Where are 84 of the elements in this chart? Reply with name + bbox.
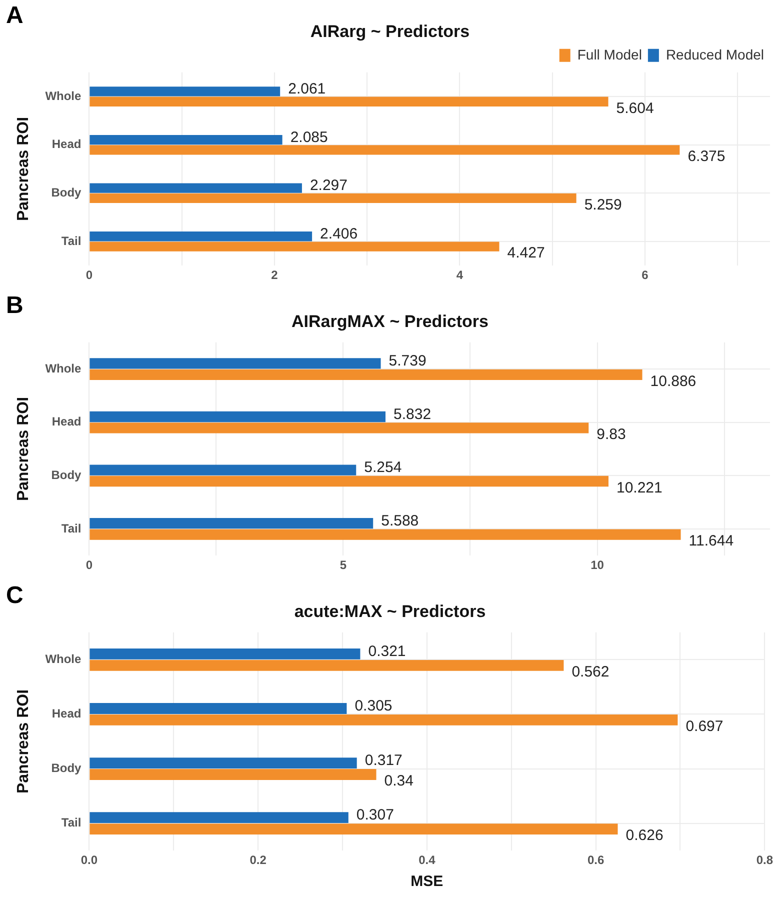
data-label: 4.427 [507,244,545,262]
bar [90,358,381,369]
data-label: 5.832 [393,406,432,423]
data-label: 9.83 [596,426,626,444]
bar [90,703,347,714]
bar [90,758,357,768]
y-tick-label: Whole [45,652,82,666]
bar [90,96,608,106]
y-tick-label: Head [52,137,82,152]
data-label: 10.221 [616,479,662,496]
data-label: 5.739 [388,352,426,370]
data-label: 6.375 [688,148,726,166]
x-tick-label: 2 [271,268,278,282]
data-label: 0.562 [572,664,610,681]
x-tick-label: 0 [86,558,93,572]
x-tick-label: 5 [340,558,347,572]
bar [90,411,386,422]
bar [90,464,356,476]
bar [90,193,576,204]
bar [90,242,500,252]
data-label: 0.34 [384,772,414,790]
x-tick-label: 0.4 [418,853,436,868]
data-label: 11.644 [688,532,734,550]
y-axis-title: Pancreas ROI [15,689,32,794]
x-tick-label: 0 [86,268,93,282]
bar [90,660,564,671]
data-label: 0.697 [686,718,724,736]
bar [90,476,608,487]
bar [90,769,376,780]
x-tick-label: 4 [456,268,464,282]
y-tick-label: Body [51,468,82,482]
bar [90,369,642,380]
data-label: 2.297 [310,177,348,194]
chart-title: acute:MAX ~ Predictors [294,602,486,621]
data-label: 2.085 [290,128,328,146]
x-tick-label: 0.6 [587,853,604,868]
y-tick-label: Body [51,761,82,776]
y-tick-label: Tail [61,521,82,536]
text: A [6,2,24,30]
y-tick-label: Whole [45,361,82,376]
data-label: 0.305 [354,698,392,715]
data-label: 5.259 [584,196,622,214]
data-label: 10.886 [650,372,696,390]
y-axis-title: Pancreas ROI [15,116,32,222]
text: C [6,582,24,610]
bar [90,714,678,726]
y-axis-title: Pancreas ROI [15,396,32,502]
x-axis-title: MSE [410,873,444,890]
legend-label: Full Model [577,46,642,62]
y-tick-label: Body [51,185,82,200]
bar [90,232,312,242]
legend-label: Reduced Model [666,46,764,62]
bar [90,183,302,193]
text: B [6,292,24,320]
x-tick-label: 0.8 [756,853,774,868]
data-label: 5.254 [364,459,402,476]
x-tick-label: 6 [642,268,649,282]
bar [90,422,589,434]
x-tick-label: 0.0 [80,853,98,868]
y-tick-label: Head [52,706,82,721]
bar [90,145,680,155]
y-tick-label: Head [52,414,82,429]
bar [90,518,374,529]
bar [90,824,618,834]
y-tick-label: Whole [45,88,82,103]
data-label: 0.317 [364,752,402,770]
bar [90,812,348,824]
y-tick-label: Tail [61,816,82,830]
x-tick-label: 10 [590,558,604,572]
bar [90,529,681,540]
x-tick-label: 0.2 [250,853,267,868]
data-label: 0.626 [626,827,664,844]
data-label: 5.588 [381,512,419,530]
chart-title: AIRargMAX ~ Predictors [292,312,488,331]
data-label: 2.406 [320,226,358,243]
y-tick-label: Tail [61,234,82,248]
data-label: 0.307 [356,806,394,824]
bar [90,648,360,660]
data-label: 0.321 [368,643,406,660]
bar [90,134,282,145]
data-label: 2.061 [288,80,326,98]
bar [90,86,280,96]
chart-title: AIRarg ~ Predictors [310,22,470,41]
data-label: 5.604 [616,100,654,117]
